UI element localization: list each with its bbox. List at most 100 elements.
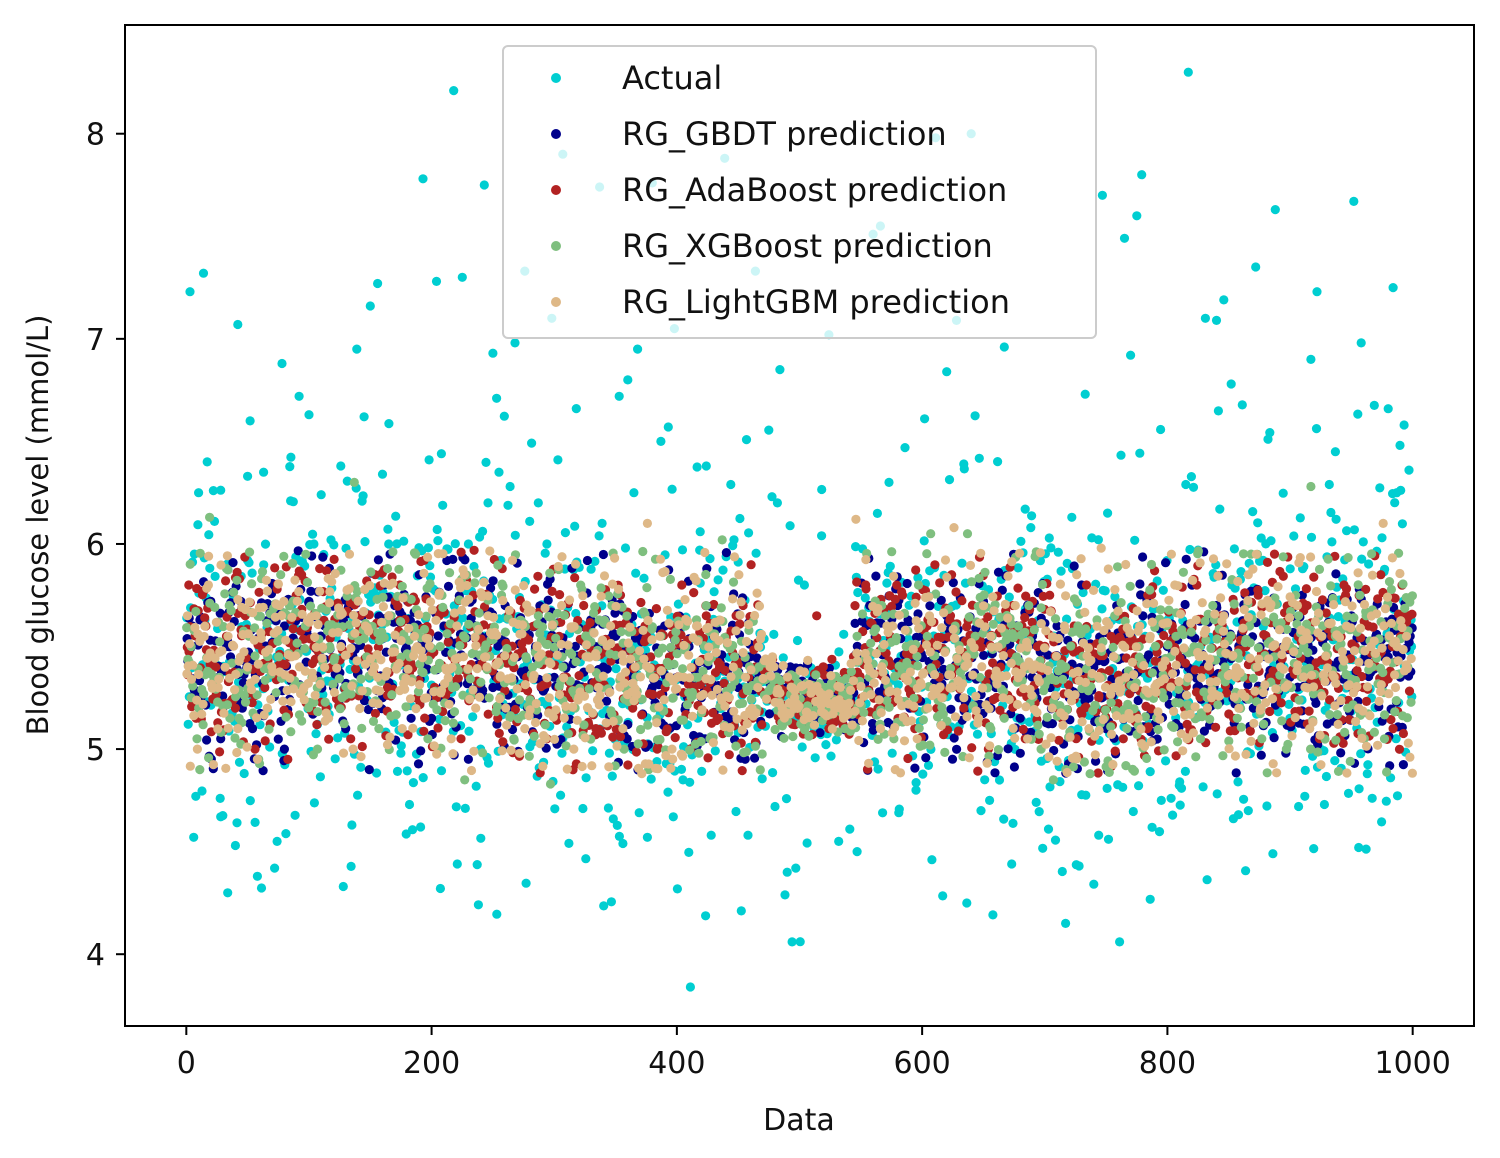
data-point [264, 645, 274, 655]
data-point [247, 698, 257, 708]
data-point [1156, 605, 1166, 615]
data-point [413, 759, 424, 769]
data-point [408, 778, 418, 788]
data-point [1116, 598, 1126, 608]
data-point [1150, 641, 1161, 651]
data-point [285, 462, 295, 472]
data-point [551, 705, 561, 715]
data-point [1197, 712, 1207, 722]
data-point [1324, 479, 1334, 490]
data-point [590, 556, 600, 567]
data-point [1034, 807, 1044, 817]
data-point [1290, 584, 1301, 594]
data-point [619, 678, 630, 688]
data-point [618, 838, 628, 849]
data-point [394, 564, 404, 574]
data-point [551, 633, 561, 643]
data-point [1198, 782, 1208, 792]
data-point [734, 570, 744, 580]
data-point [290, 810, 300, 820]
data-point [464, 726, 474, 736]
data-point [642, 832, 653, 842]
data-point [498, 595, 508, 606]
data-point [688, 690, 699, 700]
data-point [919, 536, 929, 546]
data-point [533, 611, 543, 621]
data-point [443, 673, 453, 683]
data-point [563, 640, 573, 650]
data-point [216, 485, 226, 495]
data-point [778, 653, 788, 663]
data-point [359, 412, 369, 422]
data-point [676, 764, 687, 775]
data-point [272, 836, 282, 847]
data-point [1394, 744, 1405, 754]
data-point [438, 549, 448, 559]
data-point [418, 174, 428, 184]
data-point [285, 673, 295, 683]
data-point [270, 863, 280, 873]
data-point [918, 769, 928, 779]
data-point [1342, 526, 1352, 536]
data-point [1361, 584, 1371, 595]
data-point [1147, 822, 1157, 832]
data-point [512, 684, 522, 694]
data-point [262, 586, 272, 596]
data-point [698, 689, 708, 700]
data-point [659, 695, 669, 705]
data-point [684, 650, 694, 660]
data-point [691, 576, 701, 586]
data-point [944, 475, 955, 485]
data-point [1301, 584, 1311, 594]
data-point [260, 539, 271, 549]
data-point [581, 640, 592, 650]
data-point [988, 658, 998, 668]
data-point [925, 740, 935, 750]
data-point [484, 693, 494, 703]
data-point [599, 901, 609, 911]
data-point [1313, 747, 1323, 757]
data-point [1248, 673, 1258, 683]
data-point [959, 703, 969, 713]
data-point [860, 593, 870, 603]
data-point [1325, 695, 1335, 705]
data-point [598, 549, 609, 560]
data-point [1312, 287, 1322, 297]
data-point [911, 785, 921, 795]
data-point [604, 762, 614, 772]
data-point [1181, 479, 1191, 490]
data-point [1053, 547, 1063, 557]
data-point [1164, 605, 1174, 615]
data-point [1045, 782, 1055, 792]
data-point [435, 883, 445, 894]
data-point [479, 602, 490, 612]
data-point [1171, 751, 1181, 761]
data-point [1257, 734, 1267, 744]
data-point [638, 625, 648, 636]
data-point [352, 344, 362, 354]
data-point [857, 609, 868, 619]
data-point [286, 697, 296, 707]
data-point [419, 568, 429, 578]
data-point [1238, 549, 1249, 559]
data-point [1142, 753, 1152, 764]
data-point [587, 761, 597, 771]
data-point [708, 708, 718, 718]
data-point [337, 693, 347, 703]
data-point [197, 786, 207, 796]
data-point [433, 723, 443, 733]
data-point [1390, 593, 1400, 603]
data-point [292, 638, 302, 648]
data-point [356, 752, 366, 762]
data-point [680, 595, 690, 605]
data-point [678, 775, 688, 785]
data-point [1133, 695, 1143, 706]
data-point [379, 633, 389, 643]
data-point [492, 909, 502, 919]
data-point [268, 667, 278, 677]
data-point [324, 734, 334, 744]
data-point [352, 656, 362, 666]
data-point [1364, 559, 1374, 569]
data-point [1294, 801, 1304, 812]
data-point [1353, 580, 1363, 590]
